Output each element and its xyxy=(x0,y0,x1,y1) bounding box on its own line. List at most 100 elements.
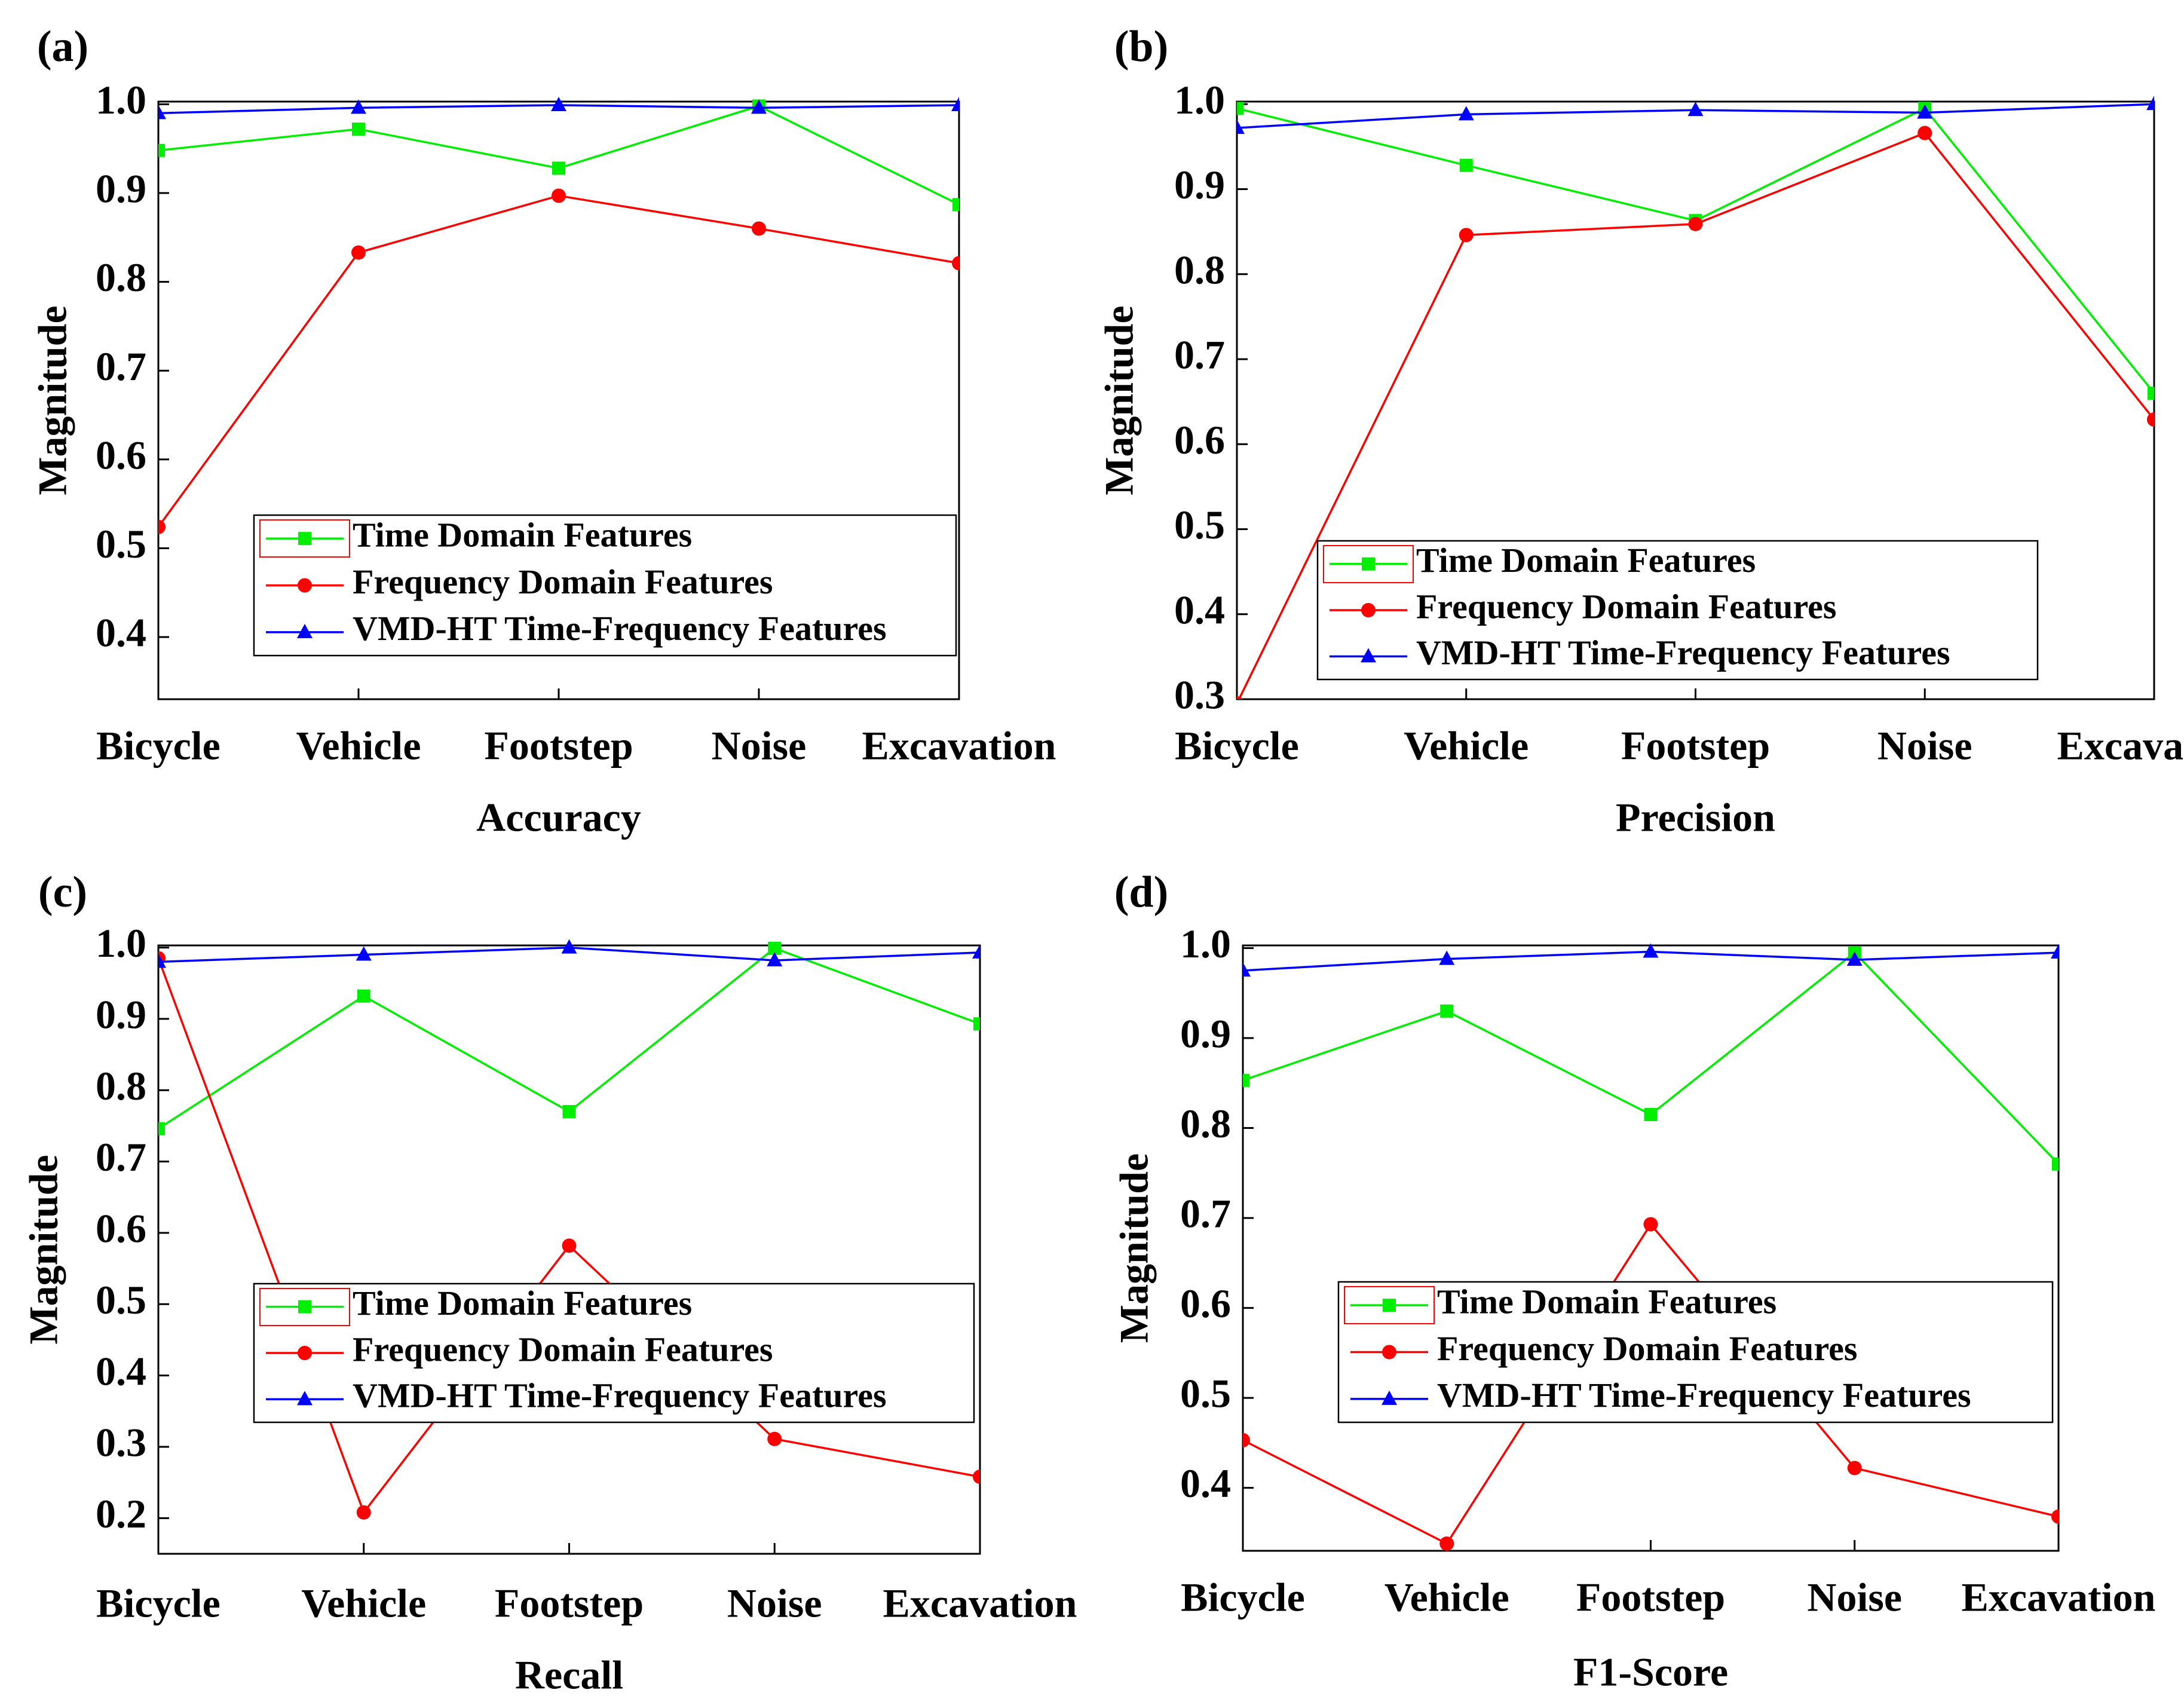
x-tick-label: Noise xyxy=(1807,1575,1902,1620)
x-axis-title: Recall xyxy=(515,1652,623,1698)
legend-swatch-marker xyxy=(1382,1345,1396,1360)
y-tick-label: 0.6 xyxy=(96,432,146,477)
data-point xyxy=(973,1017,980,1031)
series-3 xyxy=(1237,96,2154,134)
data-point xyxy=(751,99,767,114)
data-point xyxy=(2147,412,2154,427)
legend-highlight xyxy=(259,519,350,558)
y-tick-label: 0.4 xyxy=(1180,1461,1231,1506)
data-point xyxy=(356,1505,371,1520)
legend: Time Domain Features Frequency Domain Fea… xyxy=(253,514,957,657)
y-tick-label: 0.4 xyxy=(96,610,146,656)
y-tick-label: 1.0 xyxy=(96,920,146,966)
series-line xyxy=(158,194,959,528)
data-point xyxy=(562,1238,577,1253)
y-tick-label: 0.7 xyxy=(1180,1191,1231,1236)
y-tick-label: 0.9 xyxy=(1180,1011,1231,1057)
data-point xyxy=(356,946,372,961)
x-tick-label: Footstep xyxy=(1576,1575,1725,1620)
data-point xyxy=(1237,696,1243,699)
data-point xyxy=(158,143,165,157)
y-tick-label: 0.8 xyxy=(1174,247,1225,292)
legend-label: VMD-HT Time-Frequency Features xyxy=(1416,633,1950,672)
legend-swatch-marker xyxy=(298,578,312,593)
data-point xyxy=(1243,962,1251,977)
y-tick-label: 0.5 xyxy=(96,1277,146,1323)
legend-label: Frequency Domain Features xyxy=(1437,1329,1857,1368)
data-point xyxy=(552,188,566,203)
panel-c: (c) 0.2 0.3 0.4 0.5 0.6 0.7 0.8 0.9 1.0 Bicycle Veh… xyxy=(21,868,1077,1698)
x-axis-title: Precision xyxy=(1616,795,1775,840)
legend-label: Time Domain Features xyxy=(353,515,692,554)
x-tick-label: Bicycle xyxy=(1175,723,1299,769)
y-tick-label: 0.4 xyxy=(96,1348,146,1394)
data-point xyxy=(551,96,566,111)
legend-label: VMD-HT Time-Frequency Features xyxy=(1437,1376,1971,1415)
y-tick-label: 0.8 xyxy=(96,1063,146,1109)
data-point xyxy=(351,99,366,114)
legend-swatch-marker xyxy=(1361,648,1376,663)
legend-swatch-marker xyxy=(298,532,311,546)
y-tick-label: 0.6 xyxy=(96,1206,146,1251)
data-point xyxy=(2148,386,2154,400)
legend-label: Time Domain Features xyxy=(1416,541,1756,580)
data-point xyxy=(2052,1157,2059,1171)
legend-swatch-marker xyxy=(297,1391,313,1406)
data-point xyxy=(1439,950,1455,965)
series-2 xyxy=(158,951,980,1520)
panel-a: (a) 0.4 0.5 0.6 0.7 0.8 0.9 1.0 Bicycle Vehicle Fo… xyxy=(30,22,1056,840)
panel-d: (d) 0.4 0.5 0.6 0.7 0.8 0.9 1.0 Bicycle Vehicle Fo… xyxy=(1111,868,2156,1695)
x-tick-label: Bicycle xyxy=(96,723,220,769)
y-axis-title: Magnitude xyxy=(1096,305,1142,495)
data-point xyxy=(1917,104,1933,119)
series-2 xyxy=(158,188,959,534)
y-tick-label: 1.0 xyxy=(1180,921,1231,966)
legend-box xyxy=(253,1282,975,1424)
data-point xyxy=(1847,1461,1862,1476)
legend-label: Time Domain Features xyxy=(1437,1282,1776,1321)
data-point xyxy=(562,1105,576,1119)
x-tick-label: Noise xyxy=(1877,723,1972,769)
y-tick-label: 0.3 xyxy=(1174,672,1225,718)
data-point xyxy=(1688,216,1703,231)
y-tick-label: 0.6 xyxy=(1180,1281,1231,1326)
data-point xyxy=(1459,158,1473,172)
x-tick-label: Footstep xyxy=(1621,723,1770,769)
legend-swatch-marker xyxy=(1383,1299,1396,1312)
series-3 xyxy=(1243,943,2059,977)
legend-swatch-marker xyxy=(297,623,313,638)
series-2 xyxy=(1237,125,2154,699)
data-point xyxy=(768,941,782,955)
y-tick-label: 0.7 xyxy=(96,344,146,389)
data-point xyxy=(357,989,370,1003)
legend: Time Domain Features Frequency Domain Fea… xyxy=(253,1282,975,1424)
series-1 xyxy=(1237,102,2154,400)
data-point xyxy=(952,256,959,271)
data-point xyxy=(2051,944,2059,959)
data-point xyxy=(1687,102,1704,117)
legend-swatch-marker xyxy=(1382,1390,1397,1405)
data-point xyxy=(1459,228,1474,243)
y-tick-label: 0.3 xyxy=(96,1420,146,1465)
data-point xyxy=(1237,102,1243,115)
data-point xyxy=(2051,1509,2059,1524)
legend-highlight xyxy=(1323,545,1414,583)
series-3 xyxy=(158,96,959,120)
x-tick-label: Vehicle xyxy=(296,723,421,769)
legend-swatch-marker xyxy=(298,1346,312,1360)
series-1 xyxy=(158,941,980,1135)
legend-box xyxy=(1337,1281,2054,1424)
legend-label: VMD-HT Time-Frequency Features xyxy=(353,1376,887,1415)
y-tick-label: 0.7 xyxy=(1174,332,1225,378)
series-1 xyxy=(1243,946,2059,1171)
legend-label: Frequency Domain Features xyxy=(353,562,773,601)
x-axis-title: F1-Score xyxy=(1573,1649,1728,1695)
series-line xyxy=(158,947,980,1130)
y-tick-label: 0.7 xyxy=(96,1134,146,1180)
legend-label: Frequency Domain Features xyxy=(353,1330,773,1369)
y-tick-label: 0.9 xyxy=(1174,162,1225,207)
x-tick-label: Noise xyxy=(727,1581,822,1626)
data-point xyxy=(1643,1217,1658,1232)
data-point xyxy=(1917,125,1932,140)
panel-label: (a) xyxy=(37,22,88,71)
